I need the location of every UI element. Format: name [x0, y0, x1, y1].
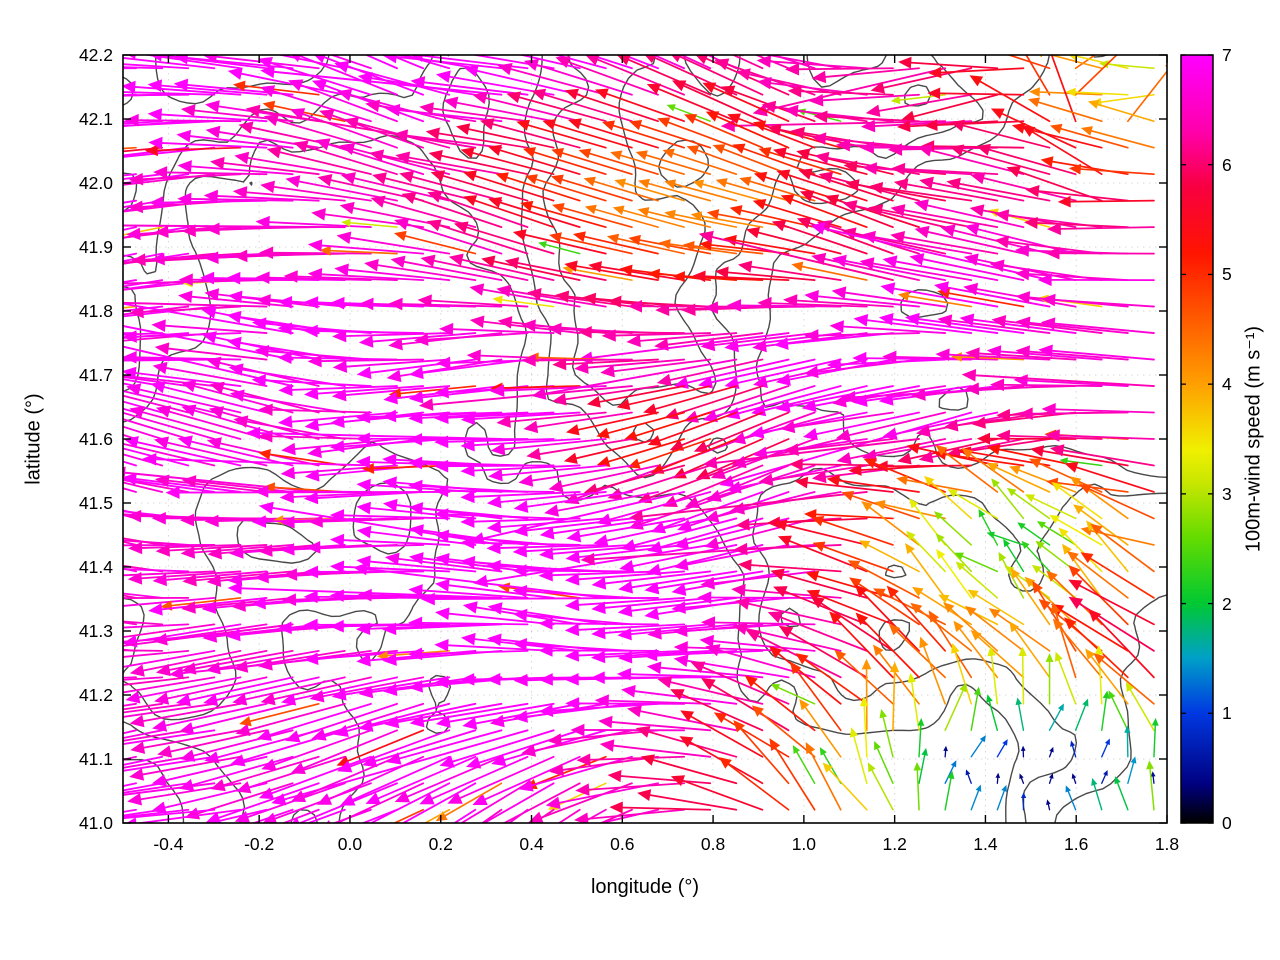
y-tick-label: 41.4 [78, 557, 113, 577]
y-tick-label: 41.1 [78, 749, 113, 769]
x-tick-label: -0.2 [244, 834, 275, 854]
x-tick-label: 1.6 [1064, 834, 1089, 854]
x-tick-label: 0.2 [428, 834, 453, 854]
y-tick-label: 41.5 [78, 493, 113, 513]
x-tick-label: 0.8 [700, 834, 726, 854]
x-tick-label: 1.0 [791, 834, 817, 854]
x-tick-label: -0.4 [153, 834, 184, 854]
colorbar-tick-label: 5 [1222, 264, 1232, 285]
colorbar-tick-label: 7 [1222, 45, 1232, 65]
y-tick-label: 41.9 [78, 237, 113, 257]
colorbar-tick-label: 4 [1222, 374, 1232, 395]
x-tick-label: 1.2 [882, 834, 907, 854]
y-tick-label: 41.8 [78, 301, 113, 321]
x-tick-label: 1.4 [973, 834, 998, 854]
colorbar-tick-label: 0 [1222, 813, 1232, 833]
x-tick-label: 0.0 [337, 834, 363, 854]
colorbar-tick-label: 1 [1222, 703, 1232, 724]
colorbar-tick-label: 6 [1222, 154, 1232, 175]
y-tick-label: 41.3 [78, 621, 113, 641]
y-tick-label: 41.7 [78, 365, 113, 385]
colorbar-label: 100m-wind speed (m s⁻¹) [1242, 325, 1265, 553]
x-tick-label: 0.4 [519, 834, 544, 854]
x-tick-label: 0.6 [610, 834, 635, 854]
colorbar-tick-label: 2 [1222, 593, 1232, 614]
x-axis-label: longitude (°) [590, 876, 700, 898]
y-tick-label: 42.1 [78, 109, 113, 129]
y-tick-label: 41.2 [78, 685, 113, 705]
colorbar-tick-label: 3 [1222, 483, 1232, 504]
y-tick-label: 42.2 [78, 45, 113, 65]
y-tick-label: 41.0 [78, 813, 113, 833]
x-tick-label: 1.8 [1154, 834, 1180, 854]
y-tick-label: 42.0 [78, 173, 113, 193]
y-tick-label: 41.6 [78, 429, 113, 449]
